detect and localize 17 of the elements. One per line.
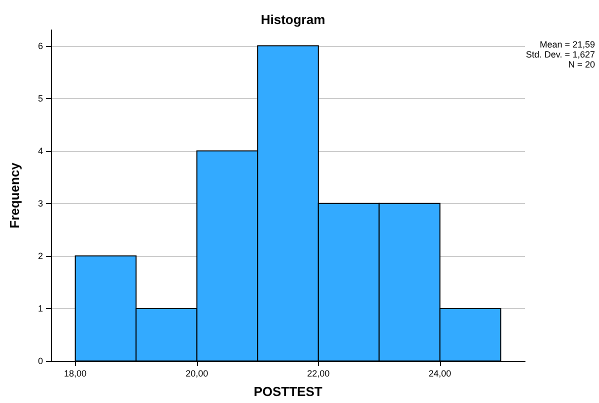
y-tick-label: 4 xyxy=(38,146,43,156)
y-tick-label: 0 xyxy=(38,356,43,366)
text: N = 20 xyxy=(568,60,596,70)
y-axis-title: Frequency xyxy=(7,162,22,228)
x-tick-label: 24,00 xyxy=(428,368,452,378)
y-tick-label: 5 xyxy=(38,93,43,104)
chart-title: Histogram xyxy=(260,12,326,27)
text: Mean = 21,59 xyxy=(540,40,596,50)
y-tick-label: 2 xyxy=(38,250,43,261)
x-tick-label: 20,00 xyxy=(186,368,208,378)
x-tick-label: 18,00 xyxy=(64,368,87,378)
text: Std. Dev. = 1,627 xyxy=(526,50,596,60)
y-tick-label: 6 xyxy=(38,40,43,51)
y-tick-label: 3 xyxy=(38,198,43,208)
x-axis-title: POSTTEST xyxy=(254,384,322,399)
y-tick-label: 1 xyxy=(38,303,43,314)
x-tick-label: 22,00 xyxy=(307,368,330,378)
